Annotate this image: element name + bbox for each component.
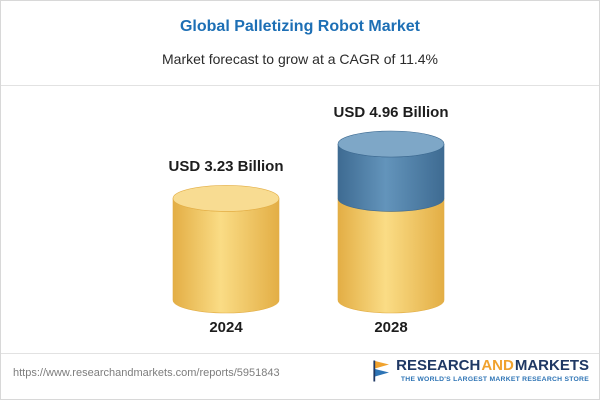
cylinder-top-gold <box>172 185 280 212</box>
page-subtitle: Market forecast to grow at a CAGR of 11.… <box>162 51 438 67</box>
cylinder-2028 <box>337 130 445 314</box>
cylinder-segment-gold <box>337 198 445 314</box>
logo-word-and: AND <box>481 357 514 374</box>
header-divider <box>1 85 599 86</box>
page-title: Global Palletizing Robot Market <box>179 18 421 35</box>
logo-word-markets: MARKETS <box>514 357 589 374</box>
value-label-2024: USD 3.23 Billion <box>168 158 284 176</box>
cylinder-bar-chart <box>172 130 445 314</box>
category-label-2028: 2028 <box>374 319 408 336</box>
logo-text: RESEARCHANDMARKETS THE WORLD'S LARGEST M… <box>396 358 589 383</box>
footer-divider <box>1 353 599 354</box>
logo-flag-icon <box>373 360 390 381</box>
logo-word-research: RESEARCH <box>396 357 481 374</box>
cylinder-segment-gold <box>172 198 280 314</box>
source-url[interactable]: https://www.researchandmarkets.com/repor… <box>13 367 280 379</box>
cylinder-2024 <box>172 185 280 314</box>
logo-wordmark: RESEARCHANDMARKETS <box>396 358 589 373</box>
value-label-2028: USD 4.96 Billion <box>333 104 449 121</box>
logo-tagline: THE WORLD'S LARGEST MARKET RESEARCH STOR… <box>400 376 589 383</box>
cylinder-top-steel-blue <box>337 130 445 158</box>
category-label-2024: 2024 <box>209 319 243 336</box>
brand-logo: RESEARCHANDMARKETS THE WORLD'S LARGEST M… <box>371 358 589 383</box>
